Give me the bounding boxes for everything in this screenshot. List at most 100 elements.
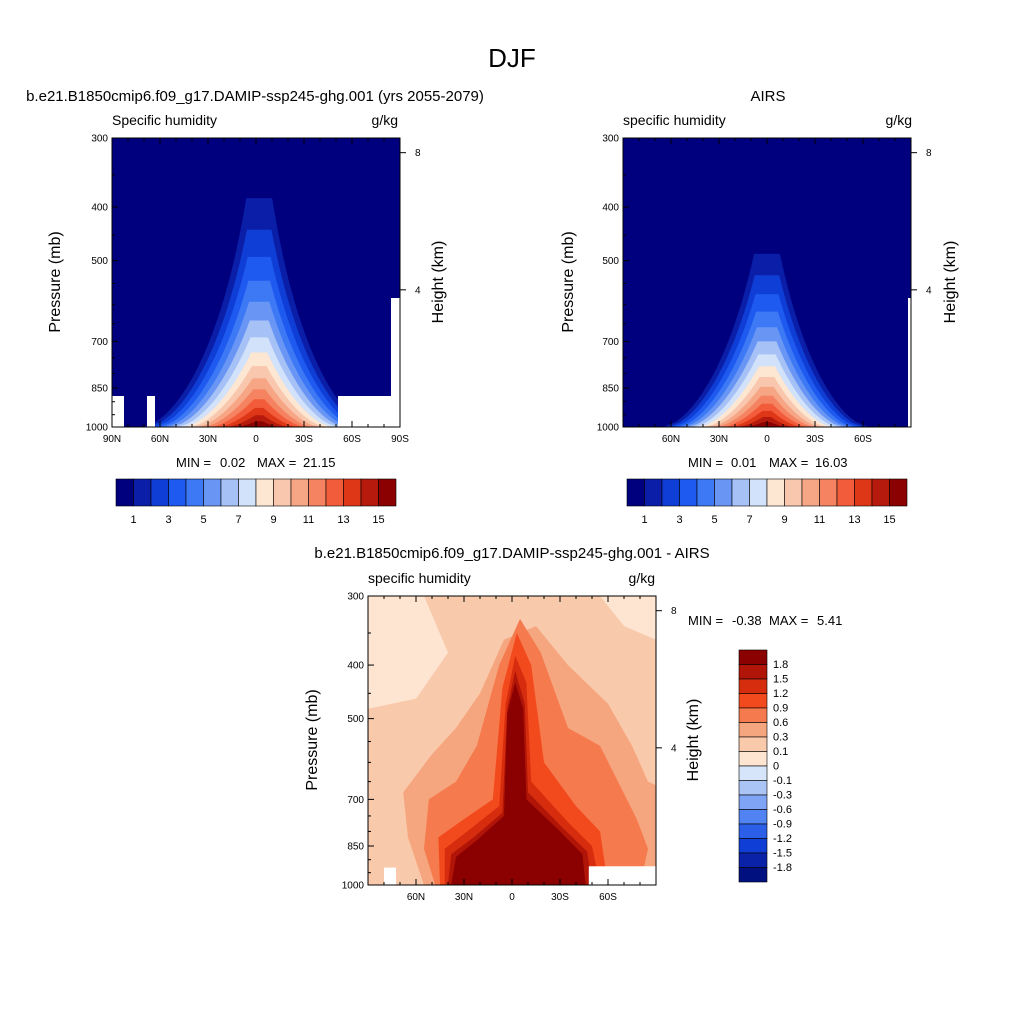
panel-model-title: b.e21.B1850cmip6.f09_g17.DAMIP-ssp245-gh… bbox=[26, 88, 484, 105]
colorbar-label: 11 bbox=[814, 514, 825, 526]
colorbar-label: 0.1 bbox=[773, 746, 788, 758]
colorbar-label: 0.6 bbox=[773, 717, 788, 729]
y-tick-label: 1000 bbox=[597, 423, 620, 434]
panel-diff-ylabel: Pressure (mb) bbox=[304, 689, 321, 790]
x-tick-label: 60N bbox=[662, 434, 680, 445]
colorbar-box bbox=[238, 478, 257, 507]
colorbar-label: 7 bbox=[746, 514, 752, 526]
height-tick-label: 4 bbox=[415, 285, 421, 296]
y-tick-label: 500 bbox=[347, 714, 364, 725]
colorbar-box bbox=[185, 478, 204, 507]
colorbar-box bbox=[133, 478, 152, 507]
x-tick-label: 30N bbox=[455, 892, 473, 903]
panel-airs-ylabel-right: Height (km) bbox=[942, 241, 959, 324]
y-tick-label: 300 bbox=[347, 592, 364, 603]
colorbar-label: 3 bbox=[165, 514, 171, 526]
colorbar-label: 13 bbox=[848, 514, 860, 526]
colorbar-box bbox=[738, 780, 768, 796]
colorbar-box bbox=[738, 823, 768, 839]
x-tick-label: 30S bbox=[551, 892, 569, 903]
colorbar-box bbox=[819, 478, 838, 507]
missing-data-region bbox=[112, 396, 124, 427]
contour-level-14 bbox=[226, 415, 290, 427]
x-tick-label: 60S bbox=[343, 434, 361, 445]
x-tick-label: 0 bbox=[764, 434, 770, 445]
y-tick-label: 1000 bbox=[342, 881, 365, 892]
colorbar-box bbox=[273, 478, 292, 507]
colorbar-label: 0.3 bbox=[773, 732, 788, 744]
x-tick-label: 60S bbox=[854, 434, 872, 445]
y-tick-label: 850 bbox=[91, 383, 108, 394]
missing-data-region bbox=[908, 298, 911, 427]
colorbar-label: 1.5 bbox=[773, 674, 788, 686]
y-tick-label: 500 bbox=[91, 256, 108, 267]
panel-model-ylabel-right: Height (km) bbox=[430, 241, 447, 324]
panel-diff-min-value: -0.38 bbox=[732, 613, 762, 628]
colorbar-box bbox=[220, 478, 239, 507]
panel-model-right-label: g/kg bbox=[372, 112, 398, 128]
colorbar-box bbox=[308, 478, 327, 507]
colorbar-box bbox=[738, 809, 768, 825]
x-tick-label: 60N bbox=[151, 434, 169, 445]
panel-airs-max-label: MAX = bbox=[769, 455, 808, 470]
height-tick-label: 8 bbox=[415, 148, 421, 159]
y-tick-label: 500 bbox=[602, 256, 619, 267]
colorbar-box bbox=[626, 478, 645, 507]
colorbar-label: -0.3 bbox=[773, 790, 792, 802]
colorbar-box bbox=[784, 478, 803, 507]
panel-diff-ylabel-right: Height (km) bbox=[685, 699, 702, 782]
panel-model-plot bbox=[112, 138, 400, 427]
y-tick-label: 850 bbox=[347, 841, 364, 852]
y-tick-label: 700 bbox=[91, 337, 108, 348]
panel-diff-left-label: specific humidity bbox=[368, 570, 471, 586]
contour-level-15 bbox=[235, 421, 281, 427]
colorbar-box bbox=[696, 478, 715, 507]
colorbar-box bbox=[738, 693, 768, 709]
x-tick-label: 30S bbox=[295, 434, 313, 445]
colorbar-box bbox=[150, 478, 169, 507]
panel-diff-max-value: 5.41 bbox=[817, 613, 842, 628]
x-tick-label: 30S bbox=[806, 434, 824, 445]
panel-diff-min-label: MIN = bbox=[688, 613, 723, 628]
colorbar-box bbox=[378, 478, 397, 507]
colorbar-label: 13 bbox=[337, 514, 349, 526]
colorbar-label: 7 bbox=[235, 514, 241, 526]
colorbar-box bbox=[738, 722, 768, 738]
panel-model-min-value: 0.02 bbox=[220, 455, 245, 470]
colorbar-box bbox=[738, 838, 768, 854]
colorbar-box bbox=[115, 478, 134, 507]
panel-diff-axes: 300 400 500 700 850 1000 8 4 60N 30N 0 30S 60S bbox=[342, 592, 677, 904]
colorbar-label: -1.8 bbox=[773, 862, 792, 874]
panel-airs-colorbar: 1 3 5 7 9 11 13 15 bbox=[626, 478, 908, 526]
x-tick-label: 90N bbox=[103, 434, 121, 445]
panel-airs-ylabel: Pressure (mb) bbox=[560, 231, 577, 332]
panel-airs-axes: 300 400 500 700 850 1000 8 4 60N 30N 0 30S 60S bbox=[597, 134, 932, 446]
missing-data-region bbox=[391, 298, 400, 427]
missing-data-region bbox=[588, 866, 656, 885]
colorbar-box bbox=[661, 478, 680, 507]
colorbar-label: 3 bbox=[676, 514, 682, 526]
diff-contour-0 bbox=[368, 596, 448, 709]
panel-airs-min-label: MIN = bbox=[688, 455, 723, 470]
panel-airs-left-label: specific humidity bbox=[623, 112, 726, 128]
panel-model: b.e21.B1850cmip6.f09_g17.DAMIP-ssp245-gh… bbox=[26, 88, 484, 526]
missing-data-region bbox=[338, 396, 393, 427]
colorbar-box bbox=[854, 478, 873, 507]
panel-diff-max-label: MAX = bbox=[769, 613, 808, 628]
panel-diff-plot bbox=[368, 596, 656, 885]
panel-model-axes: 300 400 500 700 850 1000 8 4 90N 60N 30N 0 30S 60S 90S bbox=[86, 134, 421, 446]
colorbar-label: 5 bbox=[200, 514, 206, 526]
panel-airs-plot bbox=[623, 138, 911, 427]
panel-diff-colorbar: 1.8 1.5 1.2 0.9 0.6 0.3 0.1 0 -0.1 -0.3 -0.6 -0.9 -1… bbox=[738, 649, 792, 883]
colorbar-box bbox=[738, 867, 768, 883]
x-tick-label: 0 bbox=[253, 434, 259, 445]
height-tick-label: 4 bbox=[926, 285, 932, 296]
y-tick-label: 400 bbox=[347, 661, 364, 672]
y-tick-label: 400 bbox=[91, 203, 108, 214]
missing-data-region bbox=[384, 867, 396, 885]
colorbar-label: 0.9 bbox=[773, 703, 788, 715]
colorbar-box bbox=[168, 478, 187, 507]
x-tick-label: 60N bbox=[407, 892, 425, 903]
